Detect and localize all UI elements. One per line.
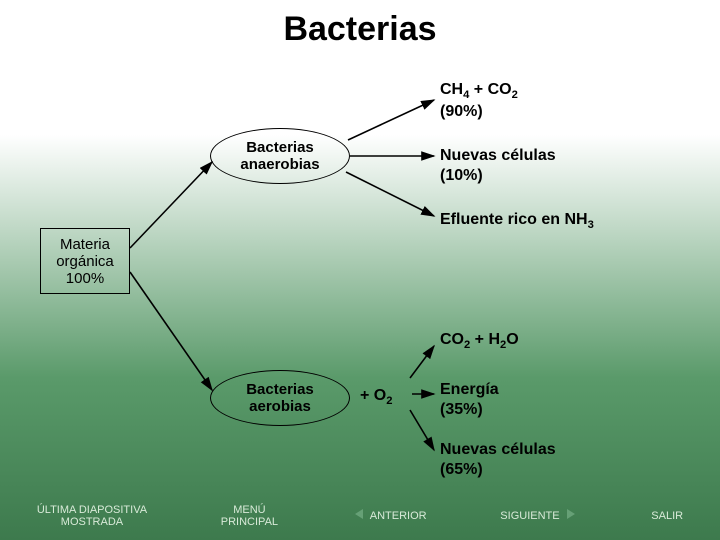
- nav-anterior[interactable]: ANTERIOR: [352, 507, 427, 524]
- nav-label: ÚLTIMA DIAPOSITIVA MOSTRADA: [37, 504, 147, 528]
- nav-label: SALIR: [651, 510, 683, 522]
- nav-salir[interactable]: SALIR: [651, 510, 683, 522]
- label-nuevas-celulas-10: Nuevas células(10%): [440, 146, 556, 186]
- nav-menu-principal[interactable]: MENÚ PRINCIPAL: [221, 504, 278, 528]
- triangle-left-icon: [352, 507, 366, 524]
- label-efluente-nh3: Efluente rico en NH3: [440, 210, 594, 232]
- nav-label: SIGUIENTE: [500, 510, 559, 522]
- triangle-right-icon: [564, 507, 578, 524]
- label-ch4-co2: CH4 + CO2(90%): [440, 80, 518, 122]
- label-energia-35: Energía(35%): [440, 380, 499, 420]
- materia-box: Materiaorgánica100%: [40, 228, 130, 294]
- aerobias-label: Bacteriasaerobias: [246, 381, 314, 415]
- nav-label: MENÚ PRINCIPAL: [221, 504, 278, 528]
- aerobias-ellipse: Bacteriasaerobias: [210, 370, 350, 426]
- label-plus-o2: + O2: [360, 386, 392, 408]
- nav-label: ANTERIOR: [370, 510, 427, 522]
- nav-bar: ÚLTIMA DIAPOSITIVA MOSTRADA MENÚ PRINCIP…: [0, 504, 720, 528]
- anaerobias-ellipse: Bacteriasanaerobias: [210, 128, 350, 184]
- anaerobias-label: Bacteriasanaerobias: [240, 139, 319, 173]
- label-co2-h2o: CO2 + H2O: [440, 330, 519, 352]
- nav-ultima-diapositiva[interactable]: ÚLTIMA DIAPOSITIVA MOSTRADA: [37, 504, 147, 528]
- nav-siguiente[interactable]: SIGUIENTE: [500, 507, 577, 524]
- slide-title: Bacterias: [0, 10, 720, 49]
- materia-label: Materiaorgánica100%: [56, 236, 114, 287]
- slide: Bacterias Materiaorgánica100% Bacteriasa…: [0, 0, 720, 540]
- label-nuevas-celulas-65: Nuevas células(65%): [440, 440, 556, 480]
